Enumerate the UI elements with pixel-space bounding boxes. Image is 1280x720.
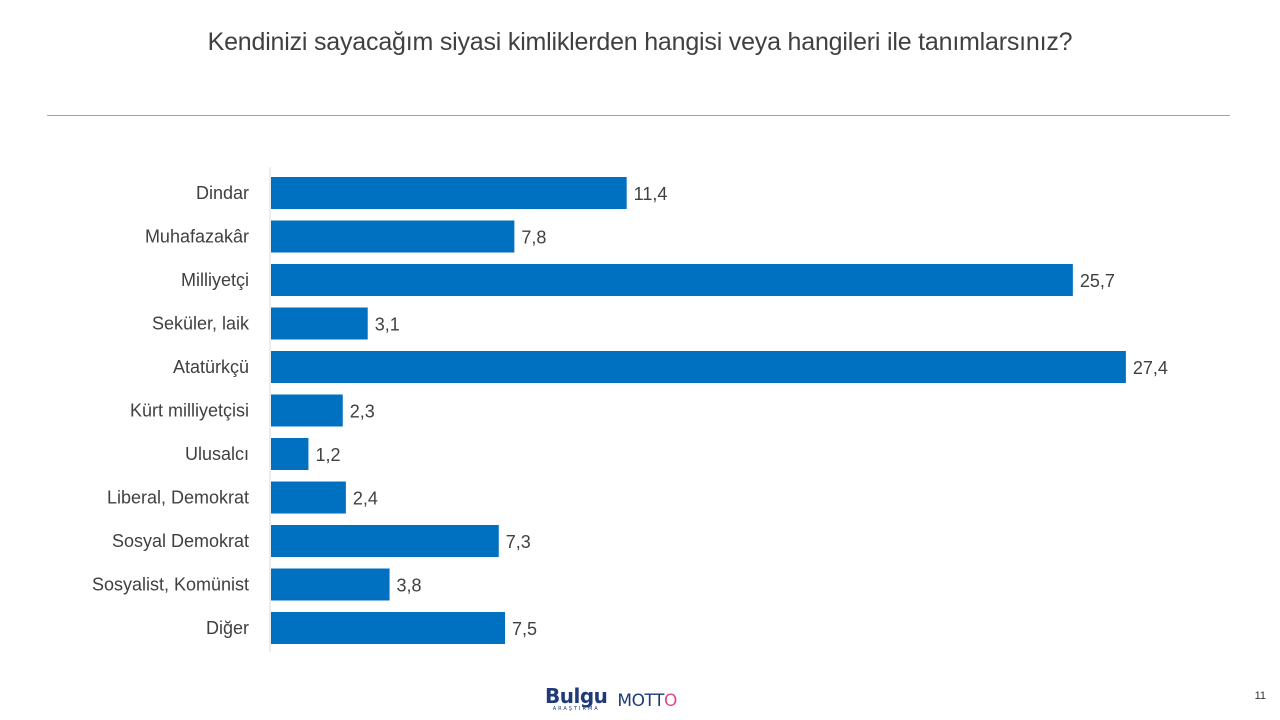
category-label: Sosyal Demokrat [112,531,249,551]
category-label: Kürt milliyetçisi [130,401,249,421]
category-label: Ulusalcı [185,444,249,464]
category-label: Muhafazakâr [145,227,249,247]
bar [271,525,499,557]
category-label: Diğer [206,618,249,638]
page-number: 11 [1254,690,1266,702]
motto-logo-part-2: T [654,691,664,711]
data-label: 7,5 [512,619,537,639]
category-label: Sosyalist, Komünist [92,575,249,595]
title-divider [47,115,1230,116]
data-label: 7,8 [521,228,546,248]
category-label: Milliyetçi [181,270,249,290]
bar [271,351,1126,383]
motto-logo-part-3: O [663,691,677,711]
data-label: 11,4 [634,184,668,204]
data-label: 2,4 [353,489,378,509]
data-label: 1,2 [315,445,340,465]
motto-logo-part-1: MOT [617,691,655,711]
category-label: Dindar [196,183,249,203]
bar [271,481,346,514]
bulgu-logo-subtext: ARAŞTIRMA [552,706,600,712]
data-label: 3,1 [375,315,400,335]
bar [271,177,627,209]
bulgu-logo: Bulgu ARAŞTIRMA [545,684,608,712]
bar [271,612,505,644]
bar [271,307,368,340]
category-label: Seküler, laik [152,314,250,334]
page-title: Kendinizi sayacağım siyasi kimliklerden … [207,28,1073,56]
data-label: 2,3 [350,402,375,422]
bar [271,264,1073,296]
data-label: 3,8 [397,576,422,596]
bar [271,568,390,601]
footer-logos: Bulgu ARAŞTIRMA MOTTO [545,686,677,720]
bulgu-logo-text: Bulgu [545,684,608,708]
bar [271,438,309,470]
data-label: 25,7 [1080,271,1115,291]
data-label: 7,3 [506,532,531,552]
bar [271,394,343,427]
data-label: 27,4 [1133,358,1168,378]
category-label: Liberal, Demokrat [107,488,249,508]
category-label: Atatürkçü [173,357,249,377]
bar [271,220,515,253]
motto-logo: MOTTO [617,691,677,711]
